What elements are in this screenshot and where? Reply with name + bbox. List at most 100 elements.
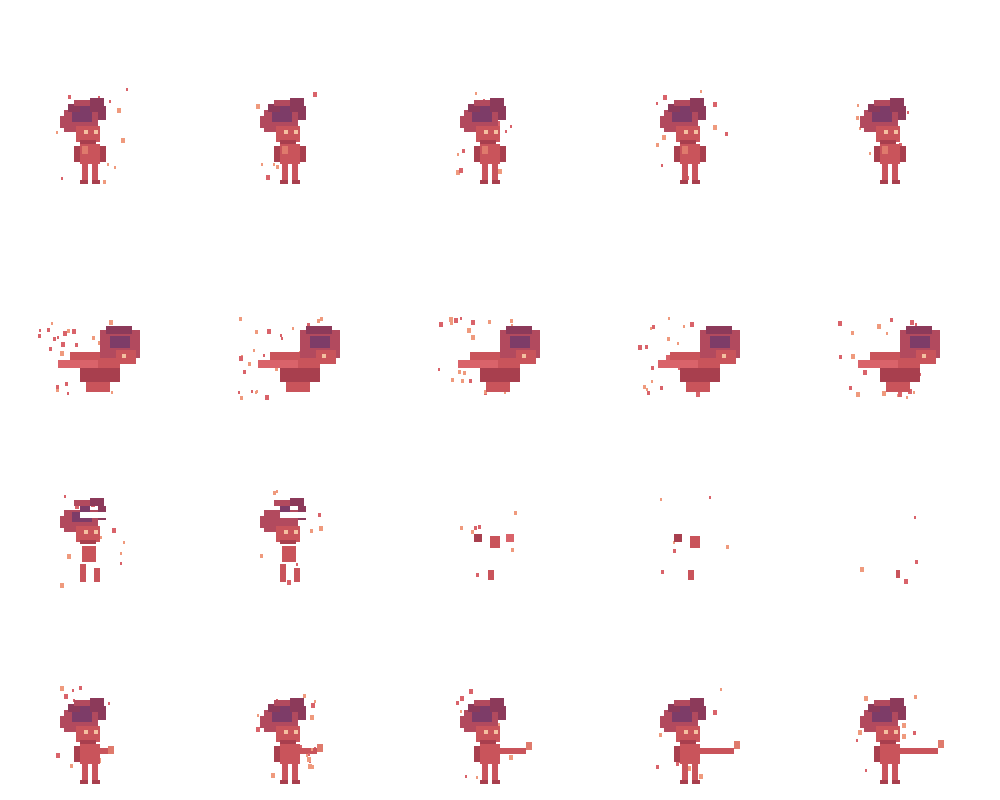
leg-left [882,164,888,182]
ember-particle [656,102,658,105]
ember-particle [713,125,717,130]
flame-hair [860,716,868,728]
flame-hair [274,100,300,106]
flame-hair [880,106,890,112]
sprite-dash [238,317,340,400]
flame-hair [480,106,490,112]
arm-right [100,146,106,162]
ember-particle [98,96,100,99]
arm-left [874,746,880,762]
foot [92,180,100,184]
torso-shade [882,146,888,154]
ember-particle [857,104,859,107]
dash-trail [458,360,498,368]
leg-right [92,764,98,782]
ember-particle [123,541,125,544]
chin [80,740,96,744]
sprite-dissolve [260,490,323,585]
leg-left [282,164,288,182]
sprite-frame-attack-5 [840,670,960,800]
ember-particle [450,321,453,325]
ember-particle [261,163,263,166]
leg-left [80,564,86,582]
eye [684,130,688,134]
ember-particle [863,370,867,375]
torso-shade [482,146,488,154]
dash-body [80,368,120,382]
eye [484,730,488,734]
ember-particle [276,490,278,493]
foot [92,780,100,784]
leg-right [292,164,298,182]
flame-hair [860,116,868,128]
arm-right [300,146,306,162]
ember-particle [652,325,655,329]
ember-particle [103,180,106,184]
ember-particle [476,776,478,779]
flame-hair [98,706,106,720]
ember-particle [311,765,314,769]
flame-hair [460,716,468,728]
foot [492,180,500,184]
ember-particle [256,104,260,109]
chin [680,140,696,144]
eye [94,530,98,534]
sprite-attack [456,689,532,784]
eye [684,730,688,734]
flame-hair [472,712,492,722]
ember-particle [109,320,113,325]
foot [480,180,488,184]
sprite-attack [256,694,323,784]
flame-hair [490,98,504,106]
chin [80,540,96,544]
dash-body [480,368,520,382]
ember-particle [456,170,460,175]
ember-particle [460,696,464,701]
flame-hair [498,106,506,120]
chin [680,740,696,744]
sprite-idle [656,90,728,184]
remnant [690,536,700,548]
chin [280,140,296,144]
ember-particle [72,689,74,692]
arm-left [274,746,280,762]
ember-particle [511,324,513,327]
ember-particle [38,334,41,338]
leg-left [282,764,288,782]
flame-hair [710,336,730,348]
eye [84,530,88,534]
flame-hair [80,506,90,512]
ember-particle [858,730,862,735]
ember-particle [683,325,685,328]
remnant [474,534,482,542]
fist [734,741,740,749]
eye [284,730,288,734]
sprite-frame-idle-3 [440,70,560,200]
flame-hair [706,326,732,334]
remnant [896,570,900,578]
foot [280,780,288,784]
eye [284,130,288,134]
ember-particle [70,764,73,768]
eye [722,354,726,358]
ember-particle [60,583,64,588]
ember-particle [904,579,908,584]
foot [280,180,288,184]
leg-right [892,764,898,782]
ember-particle [676,762,679,766]
ember-particle [504,391,506,394]
flame-hair [90,698,104,706]
ember-particle [851,331,854,335]
ember-particle [39,329,41,332]
ember-particle [109,100,111,103]
remnant [688,570,694,580]
flame-hair [506,326,532,334]
sprite-frame-idle-2 [240,70,360,200]
flame-hair [272,112,292,122]
flame-hair [474,700,500,706]
ember-particle [75,343,78,347]
ember-particle [913,731,916,735]
foot [292,780,300,784]
flame-hair [690,98,704,106]
torso-shade [282,146,288,154]
